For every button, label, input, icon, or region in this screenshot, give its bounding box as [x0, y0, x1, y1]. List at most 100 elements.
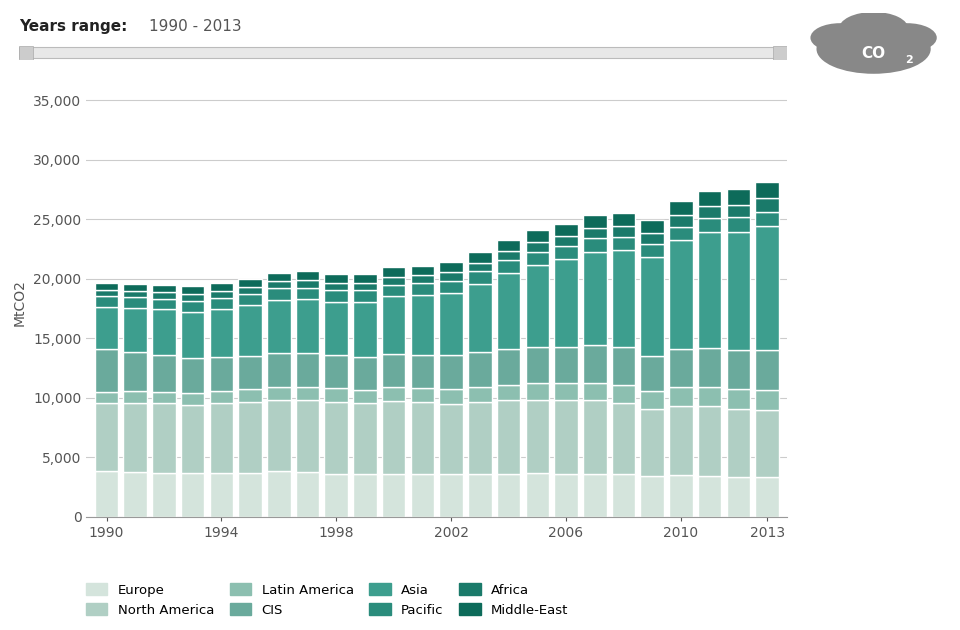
Bar: [296, 299, 320, 353]
Bar: [698, 406, 721, 476]
Bar: [353, 302, 376, 357]
Bar: [324, 389, 348, 401]
Bar: [382, 277, 405, 285]
Bar: [153, 292, 176, 299]
Bar: [640, 220, 664, 232]
Bar: [440, 355, 463, 389]
Bar: [209, 357, 233, 391]
Bar: [756, 198, 779, 212]
Bar: [124, 308, 147, 352]
Bar: [468, 272, 492, 284]
Bar: [468, 352, 492, 387]
Bar: [209, 391, 233, 403]
Bar: [525, 242, 549, 251]
Bar: [209, 290, 233, 297]
Bar: [95, 392, 118, 403]
Bar: [583, 238, 607, 252]
Bar: [756, 410, 779, 477]
Bar: [411, 265, 434, 275]
Bar: [267, 399, 291, 471]
Bar: [124, 352, 147, 391]
Bar: [95, 471, 118, 517]
Bar: [353, 403, 376, 474]
Bar: [669, 387, 693, 406]
Bar: [440, 262, 463, 272]
Bar: [440, 474, 463, 517]
Bar: [411, 295, 434, 355]
Bar: [468, 402, 492, 474]
Bar: [19, 47, 787, 59]
Bar: [554, 474, 578, 517]
Bar: [124, 403, 147, 472]
Bar: [411, 388, 434, 402]
Bar: [95, 349, 118, 392]
Bar: [497, 251, 520, 260]
Bar: [640, 232, 664, 244]
Bar: [583, 345, 607, 382]
Bar: [497, 400, 520, 474]
Bar: [440, 389, 463, 404]
Bar: [267, 300, 291, 353]
Bar: [698, 218, 721, 232]
Bar: [612, 212, 636, 226]
Bar: [468, 387, 492, 402]
Bar: [267, 273, 291, 281]
Bar: [756, 477, 779, 517]
Text: CO: CO: [861, 46, 886, 61]
Bar: [209, 472, 233, 517]
Bar: [727, 217, 750, 232]
Bar: [124, 297, 147, 308]
Bar: [95, 290, 118, 296]
Bar: [19, 46, 33, 60]
Text: 2: 2: [904, 55, 912, 66]
Bar: [324, 274, 348, 283]
Bar: [554, 236, 578, 246]
Bar: [353, 357, 376, 389]
Bar: [612, 347, 636, 385]
Bar: [525, 347, 549, 383]
Bar: [411, 474, 434, 517]
Bar: [669, 215, 693, 227]
Bar: [774, 46, 787, 60]
Bar: [583, 228, 607, 238]
Bar: [497, 260, 520, 273]
Bar: [180, 473, 204, 517]
Bar: [238, 287, 262, 294]
Bar: [353, 283, 376, 290]
Bar: [238, 294, 262, 306]
Bar: [640, 391, 664, 409]
Bar: [554, 383, 578, 400]
Bar: [583, 400, 607, 474]
Bar: [180, 294, 204, 301]
Bar: [324, 474, 348, 517]
Bar: [612, 403, 636, 474]
Bar: [727, 477, 750, 517]
Bar: [612, 226, 636, 237]
Bar: [583, 215, 607, 228]
Bar: [497, 474, 520, 517]
Bar: [180, 301, 204, 312]
Bar: [554, 246, 578, 259]
Bar: [669, 241, 693, 349]
Bar: [180, 312, 204, 358]
Bar: [612, 385, 636, 403]
Bar: [153, 391, 176, 403]
Bar: [440, 404, 463, 474]
Bar: [497, 384, 520, 400]
Bar: [554, 224, 578, 236]
Bar: [583, 252, 607, 345]
Bar: [612, 237, 636, 250]
Bar: [296, 272, 320, 280]
Bar: [727, 190, 750, 205]
Bar: [382, 285, 405, 297]
Bar: [411, 355, 434, 388]
Circle shape: [810, 23, 870, 52]
Bar: [353, 389, 376, 403]
Bar: [382, 354, 405, 387]
Bar: [153, 309, 176, 355]
Bar: [267, 387, 291, 399]
Y-axis label: MtCO2: MtCO2: [12, 279, 26, 326]
Bar: [382, 474, 405, 517]
Bar: [554, 400, 578, 474]
Bar: [669, 201, 693, 215]
